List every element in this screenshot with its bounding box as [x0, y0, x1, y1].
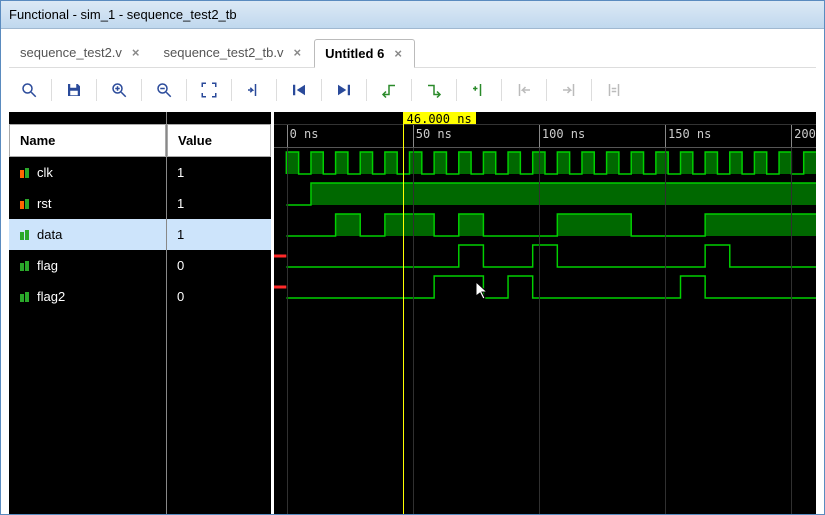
- signal-value-column: Value 1 1 1 0 0: [167, 112, 274, 514]
- close-icon[interactable]: ×: [392, 46, 404, 61]
- tick-label: 100 ns: [542, 127, 585, 141]
- signal-name: clk: [37, 165, 53, 180]
- tick-label: 150 ns: [668, 127, 711, 141]
- toolbar-separator: [231, 79, 232, 101]
- signal-name: rst: [37, 196, 51, 211]
- signal-name: flag2: [37, 289, 65, 304]
- swap-markers-icon[interactable]: [600, 76, 628, 104]
- tick-label: 50 ns: [416, 127, 452, 141]
- toolbar-separator: [546, 79, 547, 101]
- signal-icon: [19, 291, 31, 303]
- go-to-end-icon[interactable]: [330, 76, 358, 104]
- signal-value: 1: [177, 227, 184, 242]
- editor-tab[interactable]: sequence_test2_tb.v ×: [153, 38, 315, 67]
- next-transition-icon[interactable]: [420, 76, 448, 104]
- close-icon[interactable]: ×: [130, 45, 142, 60]
- tab-label: Untitled 6: [325, 46, 384, 61]
- signal-icon: [19, 198, 31, 210]
- tab-label: sequence_test2_tb.v: [164, 45, 284, 60]
- add-marker-icon[interactable]: [465, 76, 493, 104]
- next-marker-icon[interactable]: [555, 76, 583, 104]
- editor-tabs: sequence_test2.v×sequence_test2_tb.v×Unt…: [9, 37, 816, 67]
- zoom-fit-icon[interactable]: [195, 76, 223, 104]
- tab-label: sequence_test2.v: [20, 45, 122, 60]
- toolbar-separator: [51, 79, 52, 101]
- signal-row[interactable]: flag: [9, 250, 166, 281]
- toolbar-separator: [186, 79, 187, 101]
- search-icon[interactable]: [15, 76, 43, 104]
- signal-row[interactable]: data: [9, 219, 166, 250]
- editor-tab[interactable]: sequence_test2.v ×: [9, 38, 153, 67]
- close-icon[interactable]: ×: [291, 45, 303, 60]
- signal-value: 1: [177, 196, 184, 211]
- go-to-cursor-icon[interactable]: [240, 76, 268, 104]
- wave-row[interactable]: [274, 272, 816, 303]
- signal-value-row[interactable]: 0: [167, 281, 271, 312]
- signal-value: 0: [177, 289, 184, 304]
- tick-label: 200 ns: [794, 127, 816, 141]
- name-column-header[interactable]: Name: [9, 124, 166, 157]
- signal-value-row[interactable]: 1: [167, 157, 271, 188]
- waveform-panel[interactable]: 46.000 ns 0 ns50 ns100 ns150 ns200 ns: [274, 112, 816, 514]
- toolbar-separator: [96, 79, 97, 101]
- signal-name-column: Name clk rst data flag flag2: [9, 112, 167, 514]
- toolbar-separator: [366, 79, 367, 101]
- save-icon[interactable]: [60, 76, 88, 104]
- signal-value-row[interactable]: 1: [167, 188, 271, 219]
- toolbar-separator: [141, 79, 142, 101]
- wave-row[interactable]: [274, 148, 816, 179]
- prev-marker-icon[interactable]: [510, 76, 538, 104]
- toolbar-separator: [456, 79, 457, 101]
- signal-icon: [19, 167, 31, 179]
- signal-value: 1: [177, 165, 184, 180]
- toolbar-separator: [501, 79, 502, 101]
- zoom-out-icon[interactable]: [150, 76, 178, 104]
- signal-icon: [19, 260, 31, 272]
- editor-tab[interactable]: Untitled 6 ×: [314, 39, 415, 68]
- wave-row[interactable]: [274, 179, 816, 210]
- zoom-in-icon[interactable]: [105, 76, 133, 104]
- signal-icon: [19, 229, 31, 241]
- signal-row[interactable]: clk: [9, 157, 166, 188]
- signal-value-row[interactable]: 0: [167, 250, 271, 281]
- tick-label: 0 ns: [290, 127, 319, 141]
- toolbar-separator: [276, 79, 277, 101]
- prev-transition-icon[interactable]: [375, 76, 403, 104]
- go-to-start-icon[interactable]: [285, 76, 313, 104]
- wave-row[interactable]: [274, 210, 816, 241]
- toolbar-separator: [591, 79, 592, 101]
- signal-row[interactable]: flag2: [9, 281, 166, 312]
- signal-name: data: [37, 227, 62, 242]
- time-ruler[interactable]: 0 ns 50 ns 100 ns 150 ns 200 ns: [274, 124, 816, 148]
- signal-row[interactable]: rst: [9, 188, 166, 219]
- toolbar-separator: [321, 79, 322, 101]
- waveform-viewer: Name clkrstdataflagflag2 Value 11100 46.…: [9, 112, 816, 514]
- waveform-toolbar: [9, 67, 816, 112]
- value-column-header[interactable]: Value: [167, 124, 271, 157]
- time-cursor[interactable]: [403, 112, 404, 514]
- wave-row[interactable]: [274, 241, 816, 272]
- signal-name: flag: [37, 258, 58, 273]
- signal-value-row[interactable]: 1: [167, 219, 271, 250]
- toolbar-separator: [411, 79, 412, 101]
- window-title: Functional - sim_1 - sequence_test2_tb: [1, 1, 824, 29]
- signal-value: 0: [177, 258, 184, 273]
